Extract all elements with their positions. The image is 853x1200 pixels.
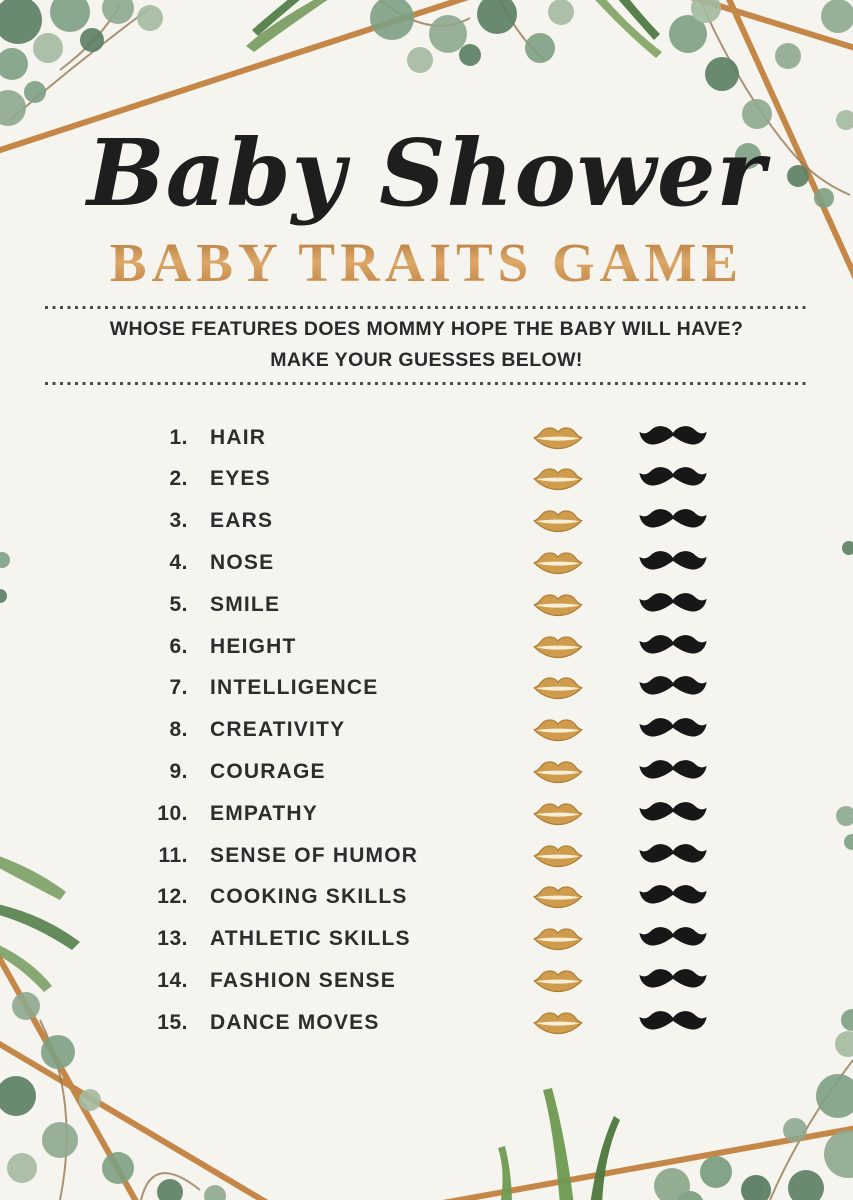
trait-row: 14. FASHION SENSE (0, 960, 853, 1002)
trait-label: HAIR (210, 425, 267, 449)
trait-label: CREATIVITY (210, 718, 346, 742)
eucalyptus-top-right (669, 0, 853, 208)
lips-icon[interactable] (508, 925, 608, 953)
trait-label: DANCE MOVES (210, 1010, 380, 1034)
trait-label: ATHLETIC SKILLS (210, 927, 411, 951)
trait-label: INTELLIGENCE (210, 676, 379, 700)
mustache-icon[interactable] (608, 548, 738, 578)
trait-row: 10. EMPATHY (0, 793, 853, 835)
trait-row: 15. DANCE MOVES (0, 1002, 853, 1044)
lips-icon[interactable] (508, 967, 608, 995)
edge-sprigs (0, 541, 853, 992)
lips-icon[interactable] (508, 465, 608, 493)
trait-row: 1. HAIR (0, 417, 853, 459)
trait-number: 7. (169, 676, 188, 700)
trait-number: 8. (169, 718, 188, 742)
trait-row: 7. INTELLIGENCE (0, 667, 853, 709)
lips-icon[interactable] (508, 633, 608, 661)
trait-number: 12. (157, 885, 188, 909)
dotted-divider-bottom (44, 381, 809, 385)
game-title: BABY TRAITS GAME (0, 235, 853, 290)
subtitle-line-2: MAKE YOUR GUESSES BELOW! (270, 349, 583, 372)
lips-icon[interactable] (508, 842, 608, 870)
trait-row: 9. COURAGE (0, 751, 853, 793)
trait-label: EMPATHY (210, 801, 318, 825)
trait-row: 5. SMILE (0, 584, 853, 626)
trait-number: 11. (158, 843, 188, 867)
lips-icon[interactable] (508, 424, 608, 452)
mustache-icon[interactable] (608, 423, 738, 453)
trait-row: 11. SENSE OF HUMOR (0, 835, 853, 877)
trait-number: 6. (169, 634, 188, 658)
lips-icon[interactable] (508, 758, 608, 786)
trait-number: 9. (169, 759, 188, 783)
trait-row: 2. EYES (0, 458, 853, 500)
trait-label: SENSE OF HUMOR (210, 843, 419, 867)
trait-label: SMILE (210, 592, 281, 616)
mustache-icon[interactable] (608, 673, 738, 703)
trait-number: 3. (169, 509, 188, 533)
trait-row: 6. HEIGHT (0, 626, 853, 668)
lips-icon[interactable] (508, 800, 608, 828)
trait-label: COURAGE (210, 759, 326, 783)
subtitle-line-1: WHOSE FEATURES DOES MOMMY HOPE THE BABY … (109, 318, 744, 340)
mustache-icon[interactable] (608, 632, 738, 662)
trait-number: 1. (169, 425, 188, 449)
trait-row: 8. CREATIVITY (0, 709, 853, 751)
grass-bottom-center (498, 1088, 771, 1200)
trait-label: COOKING SKILLS (210, 885, 408, 909)
lips-icon[interactable] (508, 716, 608, 744)
mustache-icon[interactable] (608, 841, 738, 871)
lips-icon[interactable] (508, 591, 608, 619)
mustache-icon[interactable] (608, 464, 738, 494)
mustache-icon[interactable] (608, 590, 738, 620)
lips-icon[interactable] (508, 549, 608, 577)
dotted-divider-top (44, 306, 809, 309)
trait-list: 1. HAIR 2. EYES 3. EARS 4. NOSE (0, 417, 853, 1044)
trait-number: 2. (169, 467, 188, 491)
eucalyptus-top-left (0, 0, 163, 126)
trait-number: 4. (169, 550, 188, 574)
grass-top-center (246, 0, 328, 52)
subtitle-block: WHOSE FEATURES DOES MOMMY HOPE THE BABY … (44, 306, 809, 385)
trait-number: 10. (157, 801, 188, 825)
trait-label: EYES (210, 467, 271, 491)
grass-top-right (595, 0, 662, 58)
trait-number: 14. (157, 968, 188, 992)
lips-icon[interactable] (508, 883, 608, 911)
mustache-icon[interactable] (608, 757, 738, 787)
lips-icon[interactable] (508, 1009, 608, 1037)
trait-row: 4. NOSE (0, 542, 853, 584)
trait-number: 15. (157, 1010, 188, 1034)
mustache-icon[interactable] (608, 506, 738, 536)
trait-label: NOSE (210, 550, 275, 574)
mustache-icon[interactable] (608, 1008, 738, 1038)
script-title: Baby Shower (86, 119, 767, 227)
eucalyptus-bottom-left (0, 992, 226, 1200)
eucalyptus-bottom-right (783, 1009, 853, 1200)
mustache-icon[interactable] (608, 882, 738, 912)
trait-label: FASHION SENSE (210, 968, 396, 992)
eucalyptus-top-center (370, 0, 574, 73)
trait-label: HEIGHT (210, 634, 297, 658)
lips-icon[interactable] (508, 674, 608, 702)
mustache-icon[interactable] (608, 715, 738, 745)
trait-row: 13. ATHLETIC SKILLS (0, 918, 853, 960)
trait-label: EARS (210, 509, 274, 533)
trait-number: 5. (169, 592, 188, 616)
trait-row: 3. EARS (0, 500, 853, 542)
trait-row: 12. COOKING SKILLS (0, 876, 853, 918)
mustache-icon[interactable] (608, 966, 738, 996)
mustache-icon[interactable] (608, 924, 738, 954)
trait-number: 13. (157, 927, 188, 951)
mustache-icon[interactable] (608, 799, 738, 829)
card-content: Baby Shower BABY TRAITS GAME WHOSE FEATU… (0, 119, 853, 1044)
lips-icon[interactable] (508, 507, 608, 535)
